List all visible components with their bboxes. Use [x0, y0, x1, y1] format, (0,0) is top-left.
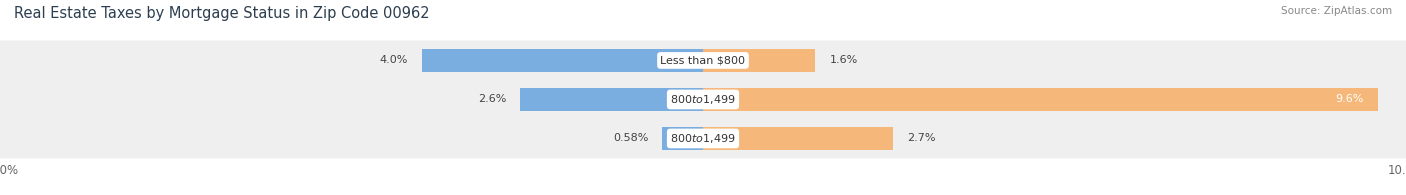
Text: $800 to $1,499: $800 to $1,499: [671, 132, 735, 145]
Bar: [703, 88, 1378, 111]
Text: 2.7%: 2.7%: [907, 133, 935, 144]
Bar: [520, 88, 703, 111]
Bar: [703, 49, 815, 72]
Text: 2.6%: 2.6%: [478, 94, 506, 105]
Text: Less than $800: Less than $800: [661, 55, 745, 66]
Text: Real Estate Taxes by Mortgage Status in Zip Code 00962: Real Estate Taxes by Mortgage Status in …: [14, 6, 430, 21]
FancyBboxPatch shape: [0, 80, 1406, 119]
Text: Source: ZipAtlas.com: Source: ZipAtlas.com: [1281, 6, 1392, 16]
Bar: [703, 127, 893, 150]
Text: 1.6%: 1.6%: [830, 55, 858, 66]
Bar: [422, 49, 703, 72]
Text: 4.0%: 4.0%: [380, 55, 408, 66]
Text: $800 to $1,499: $800 to $1,499: [671, 93, 735, 106]
FancyBboxPatch shape: [0, 119, 1406, 158]
Text: 0.58%: 0.58%: [613, 133, 648, 144]
FancyBboxPatch shape: [0, 41, 1406, 80]
Text: 9.6%: 9.6%: [1336, 94, 1364, 105]
Bar: [662, 127, 703, 150]
